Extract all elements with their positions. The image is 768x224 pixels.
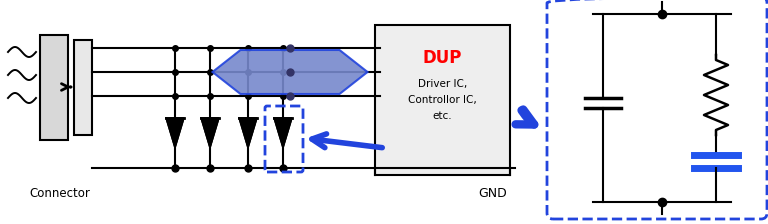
Polygon shape bbox=[274, 118, 292, 148]
Text: Connector: Connector bbox=[29, 187, 91, 200]
Text: DUP: DUP bbox=[423, 49, 462, 67]
Polygon shape bbox=[201, 118, 219, 148]
Bar bbox=[74, 40, 92, 135]
Text: Driver IC,
Controllor IC,
etc.: Driver IC, Controllor IC, etc. bbox=[408, 79, 477, 121]
Bar bbox=[40, 35, 68, 140]
Polygon shape bbox=[239, 118, 257, 148]
Polygon shape bbox=[166, 118, 184, 148]
Text: GND: GND bbox=[478, 187, 507, 200]
Bar bbox=[375, 25, 510, 175]
Polygon shape bbox=[213, 50, 368, 94]
